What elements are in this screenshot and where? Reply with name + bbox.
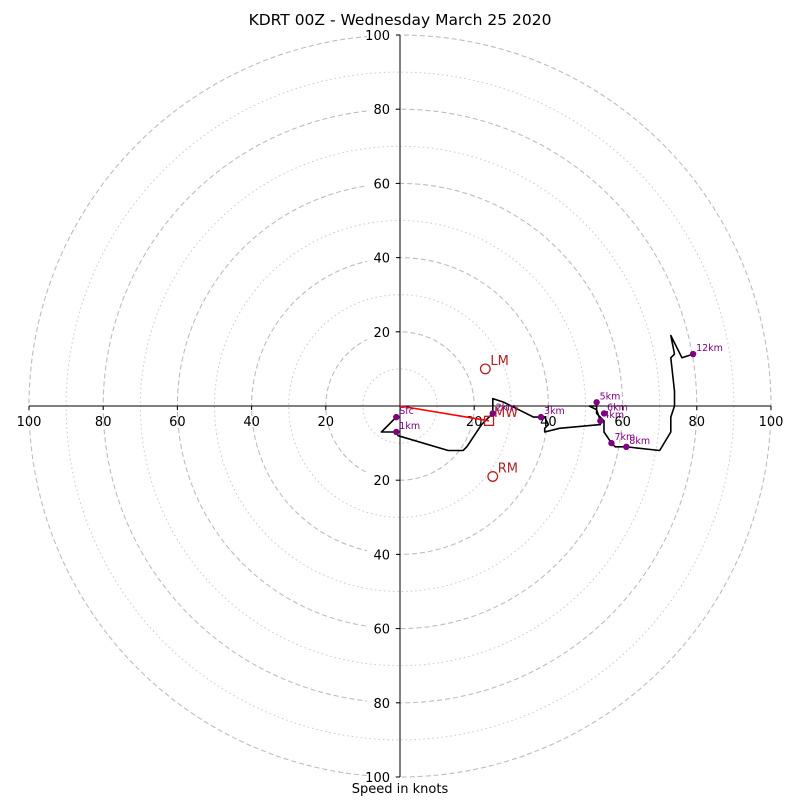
height-label-sfc: Sfc [399,406,414,417]
x-tick-label: 40 [540,415,557,430]
y-tick-label-bg [367,546,395,563]
y-tick-label: 20 [373,326,390,341]
x-tick-label: 20 [318,415,335,430]
x-axis-label: Speed in knots [351,782,449,797]
y-tick-label: 40 [373,548,390,563]
hodograph-trace [380,334,694,452]
y-tick-label-bg [367,694,395,711]
hodograph-line [380,334,694,452]
y-tick-label-bg [367,175,395,192]
y-tick-label: 20 [373,474,390,489]
y-tick-label: 80 [373,103,390,118]
height-marker-1km [393,428,400,436]
height-marker-sfc [393,413,400,421]
x-tick-label: 40 [243,415,260,430]
y-tick-label: 100 [365,29,390,44]
y-tick-label-bg [367,323,395,340]
x-tick-label: 80 [95,415,112,430]
x-tick-label: 80 [689,415,706,430]
height-marker-6km [600,410,608,417]
height-label-12km: 12km [696,343,723,354]
mw-marker [483,415,495,426]
y-tick-label-bg [367,249,395,266]
x-tick-label: 100 [759,415,784,430]
y-tick-label-bg [367,101,395,118]
lm-marker [479,363,491,375]
y-tick-label: 100 [365,771,390,786]
height-label-2km: 2km [496,402,517,413]
y-tick-label-bg [367,620,395,637]
y-tick-label: 60 [373,623,390,638]
height-label-1km: 1km [399,421,420,432]
axis-ticks: 1001008080606040402020202040406060808010… [17,27,784,786]
mean-wind-line [399,405,490,422]
height-label-6km: 6km [607,402,628,413]
height-marker-2km [489,410,496,417]
height-label-4km: 4km [603,410,624,421]
rm-marker [487,471,499,482]
height-label-8km: 8km [629,436,650,447]
chart-title: KDRT 00Z - Wednesday March 25 2020 [248,11,552,29]
lm-label: LM [490,354,508,369]
rm-label: RM [498,461,518,476]
y-tick-label: 60 [373,177,390,192]
height-marker-3km [537,413,545,421]
x-tick-label: 60 [169,415,186,430]
height-label-5km: 5km [600,391,621,402]
height-label-7km: 7km [614,432,635,443]
height-marker-8km [623,443,630,451]
x-tick-label: 60 [614,415,631,430]
height-marker-12km [689,350,697,358]
height-marker-5km [593,399,600,406]
y-tick-label: 40 [373,252,390,267]
y-tick-label-bg [367,472,395,489]
y-tick-label-bg [367,27,395,43]
y-tick-label-bg [367,769,395,785]
height-marker-7km [608,439,615,447]
x-tick-label: 100 [17,415,42,430]
mw-label: MW [494,406,518,421]
height-marker-4km [597,417,604,425]
height-label-3km: 3km [544,406,565,417]
storm-motion-markers: LM RM MW [399,354,518,482]
y-tick-label: 80 [373,697,390,712]
